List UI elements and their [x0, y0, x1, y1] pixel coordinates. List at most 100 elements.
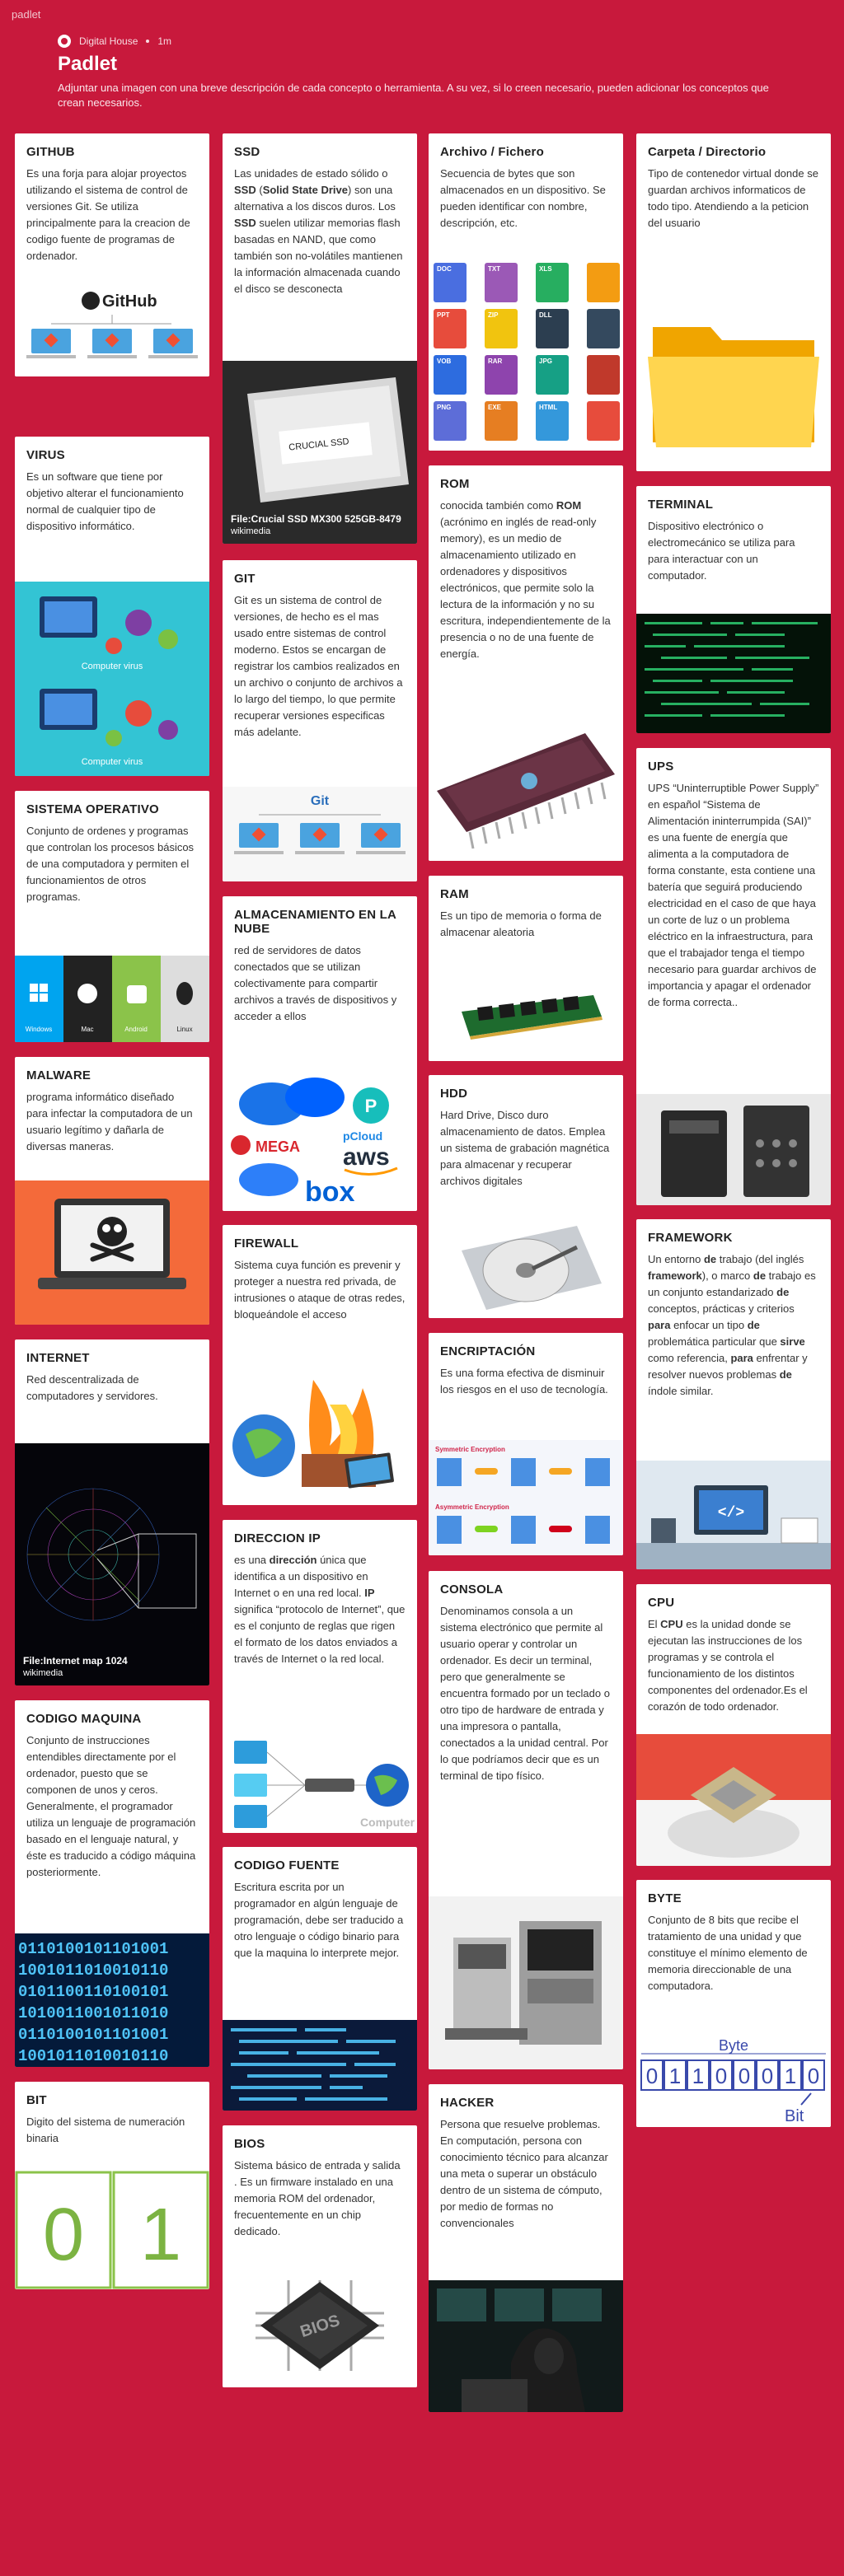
board-title: Padlet: [58, 53, 118, 75]
logo-mega: MEGA: [256, 1138, 300, 1155]
post-firewall[interactable]: FIREWALL Sistema cuya función es preveni…: [223, 1225, 417, 1505]
file-icons-image[interactable]: DOC TXT XLS PPT ZIP DLL VOB RAR: [429, 256, 623, 451]
post-carpeta-directorio[interactable]: Carpeta / Directorio Tipo de contenedor …: [636, 133, 831, 471]
binary-row: 0101100110100101: [18, 1983, 168, 2001]
console-image[interactable]: [429, 1896, 623, 2069]
framework-image[interactable]: </>: [636, 1461, 831, 1569]
post-framework[interactable]: FRAMEWORK Un entorno de trabajo (del ing…: [636, 1219, 831, 1569]
os-label-android: Android: [124, 1026, 148, 1033]
git-image[interactable]: Git: [223, 787, 417, 881]
post-git[interactable]: GIT Git es un sistema de control de vers…: [223, 560, 417, 881]
svg-text:P: P: [365, 1096, 377, 1116]
ip-image[interactable]: Computer: [223, 1732, 417, 1833]
post-ram[interactable]: RAM Es un tipo de memoria o forma de alm…: [429, 876, 623, 1061]
post-title: VIRUS: [26, 448, 65, 462]
os-image[interactable]: Windows Mac Android Linux: [15, 956, 209, 1042]
post-body: Es un software que tiene por objetivo al…: [26, 470, 184, 532]
post-body: Escritura escrita por un programador en …: [234, 1881, 404, 1959]
symmetric-label: Symmetric Encryption: [435, 1446, 505, 1453]
logo-aws: aws: [343, 1143, 390, 1171]
post-title: GIT: [234, 572, 256, 586]
cpu-image[interactable]: [636, 1734, 831, 1866]
file-icon-exe: EXE: [488, 404, 502, 411]
post-body: Las unidades de estado sólido o SSD (Sol…: [234, 167, 403, 295]
ram-module-image[interactable]: [429, 970, 623, 1061]
virus-caption-1: Computer virus: [82, 662, 143, 671]
post-bit[interactable]: BIT Digito del sistema de numeración bin…: [15, 2082, 209, 2289]
post-codigo-fuente[interactable]: CODIGO FUENTE Escritura escrita por un p…: [223, 1847, 417, 2111]
logo-box: box: [305, 1176, 355, 1208]
board-description: Adjuntar una imagen con una breve descri…: [58, 82, 769, 109]
board-meta: Digital House 1m: [58, 35, 816, 48]
rom-chip-image[interactable]: [429, 717, 623, 861]
post-sistema-operativo[interactable]: SISTEMA OPERATIVO Conjunto de ordenes y …: [15, 791, 209, 1042]
github-image[interactable]: GitHub: [15, 269, 209, 376]
git-logo-text: Git: [311, 794, 330, 808]
post-title: BIOS: [234, 2137, 265, 2151]
file-icon-doc: DOC: [437, 265, 452, 273]
author-avatar[interactable]: [58, 35, 71, 48]
post-consola[interactable]: CONSOLA Denominamos consola a un sistema…: [429, 1571, 623, 2069]
post-rom[interactable]: ROM conocida también como ROM (acrónimo …: [429, 465, 623, 861]
bios-chip-image[interactable]: BIOS: [223, 2264, 417, 2387]
author-name[interactable]: Digital House: [79, 35, 138, 47]
post-malware[interactable]: MALWARE programa informático diseñado pa…: [15, 1057, 209, 1325]
post-cpu[interactable]: CPU El CPU es la unidad donde se ejecuta…: [636, 1584, 831, 1866]
bit-cell: 1: [669, 2064, 681, 2088]
os-label-linux: Linux: [176, 1026, 192, 1033]
post-virus[interactable]: VIRUS Es un software que tiene por objet…: [15, 437, 209, 776]
post-title: ALMACENAMIENTO EN LA NUBE: [234, 908, 396, 936]
post-encriptacion[interactable]: ENCRIPTACIÓN Es una forma efectiva de di…: [429, 1333, 623, 1555]
post-title: FIREWALL: [234, 1237, 299, 1251]
post-almacenamiento-nube[interactable]: ALMACENAMIENTO EN LA NUBE red de servido…: [223, 896, 417, 1211]
post-bios[interactable]: BIOS Sistema básico de entrada y salida …: [223, 2125, 417, 2387]
post-ssd[interactable]: SSD Las unidades de estado sólido o SSD …: [223, 133, 417, 544]
malware-image[interactable]: [15, 1180, 209, 1325]
bit-cell: 0: [808, 2064, 819, 2088]
post-terminal[interactable]: TERMINAL Dispositivo electrónico o elect…: [636, 486, 831, 733]
padlet-logo[interactable]: padlet: [12, 8, 41, 21]
bit-cell: 1: [785, 2064, 796, 2088]
post-hdd[interactable]: HDD Hard Drive, Disco duro almacenamient…: [429, 1075, 623, 1318]
byte-diagram-image[interactable]: Byte 0 1 1 0 0 0 1 0 Bit: [636, 2032, 831, 2127]
caption-source: wikimedia: [231, 526, 271, 536]
source-code-image[interactable]: [223, 2020, 417, 2111]
post-body: Conjunto de instrucciones entendibles di…: [26, 1734, 196, 1878]
post-title: ENCRIPTACIÓN: [440, 1344, 536, 1358]
post-body: Hard Drive, Disco duro almacenamiento de…: [440, 1109, 610, 1187]
post-direccion-ip[interactable]: DIRECCION IP es una dirección única que …: [223, 1520, 417, 1833]
post-archivo-fichero[interactable]: Archivo / Fichero Secuencia de bytes que…: [429, 133, 623, 451]
post-title: MALWARE: [26, 1068, 91, 1082]
bit-digit-zero: 0: [43, 2194, 84, 2276]
code-tag-icon: </>: [718, 1505, 744, 1522]
hacker-image[interactable]: [429, 2280, 623, 2412]
internet-map-image[interactable]: File:Internet map 1024 wikimedia: [15, 1443, 209, 1685]
post-body: Denominamos consola a un sistema electró…: [440, 1605, 610, 1782]
post-title: TERMINAL: [648, 498, 714, 512]
binary-image[interactable]: 0110100101101001 1001011010010110 010110…: [15, 1933, 209, 2067]
ssd-image[interactable]: CRUCIAL SSD File:Crucial SSD MX300 525GB…: [223, 361, 417, 544]
bit-image[interactable]: 0 1: [15, 2171, 209, 2289]
cloud-logos-image[interactable]: P MEGA pCloud aws box: [223, 1064, 417, 1211]
post-body: Es un tipo de memoria o forma de almacen…: [440, 909, 602, 938]
virus-image[interactable]: Computer virus Computer virus: [15, 582, 209, 776]
post-codigo-maquina[interactable]: CODIGO MAQUINA Conjunto de instrucciones…: [15, 1700, 209, 2067]
encryption-diagram-image[interactable]: Symmetric Encryption Asymmetric Encrypti…: [429, 1440, 623, 1555]
virus-caption-2: Computer virus: [82, 757, 143, 767]
caption-title: File:Crucial SSD MX300 525GB-8479: [231, 513, 401, 525]
post-ups[interactable]: UPS UPS “Uninterruptible Power Supply” e…: [636, 748, 831, 1205]
folder-image[interactable]: [636, 294, 831, 471]
post-hacker[interactable]: HACKER Persona que resuelve problemas. E…: [429, 2084, 623, 2412]
ups-image[interactable]: [636, 1094, 831, 1205]
terminal-image[interactable]: [636, 614, 831, 733]
post-body: conocida también como ROM (acrónimo en i…: [440, 499, 611, 660]
post-body: Sistema cuya función es prevenir y prote…: [234, 1259, 406, 1321]
post-github[interactable]: GITHUB Es una forja para alojar proyecto…: [15, 133, 209, 376]
post-byte[interactable]: BYTE Conjunto de 8 bits que recibe el tr…: [636, 1880, 831, 2127]
hdd-image[interactable]: [429, 1218, 623, 1318]
binary-row: 0110100101101001: [18, 2026, 168, 2044]
post-internet[interactable]: INTERNET Red descentralizada de computad…: [15, 1339, 209, 1685]
post-title: SISTEMA OPERATIVO: [26, 802, 159, 816]
firewall-image[interactable]: [223, 1363, 417, 1505]
post-body: UPS “Uninterruptible Power Supply” en es…: [648, 782, 819, 1008]
